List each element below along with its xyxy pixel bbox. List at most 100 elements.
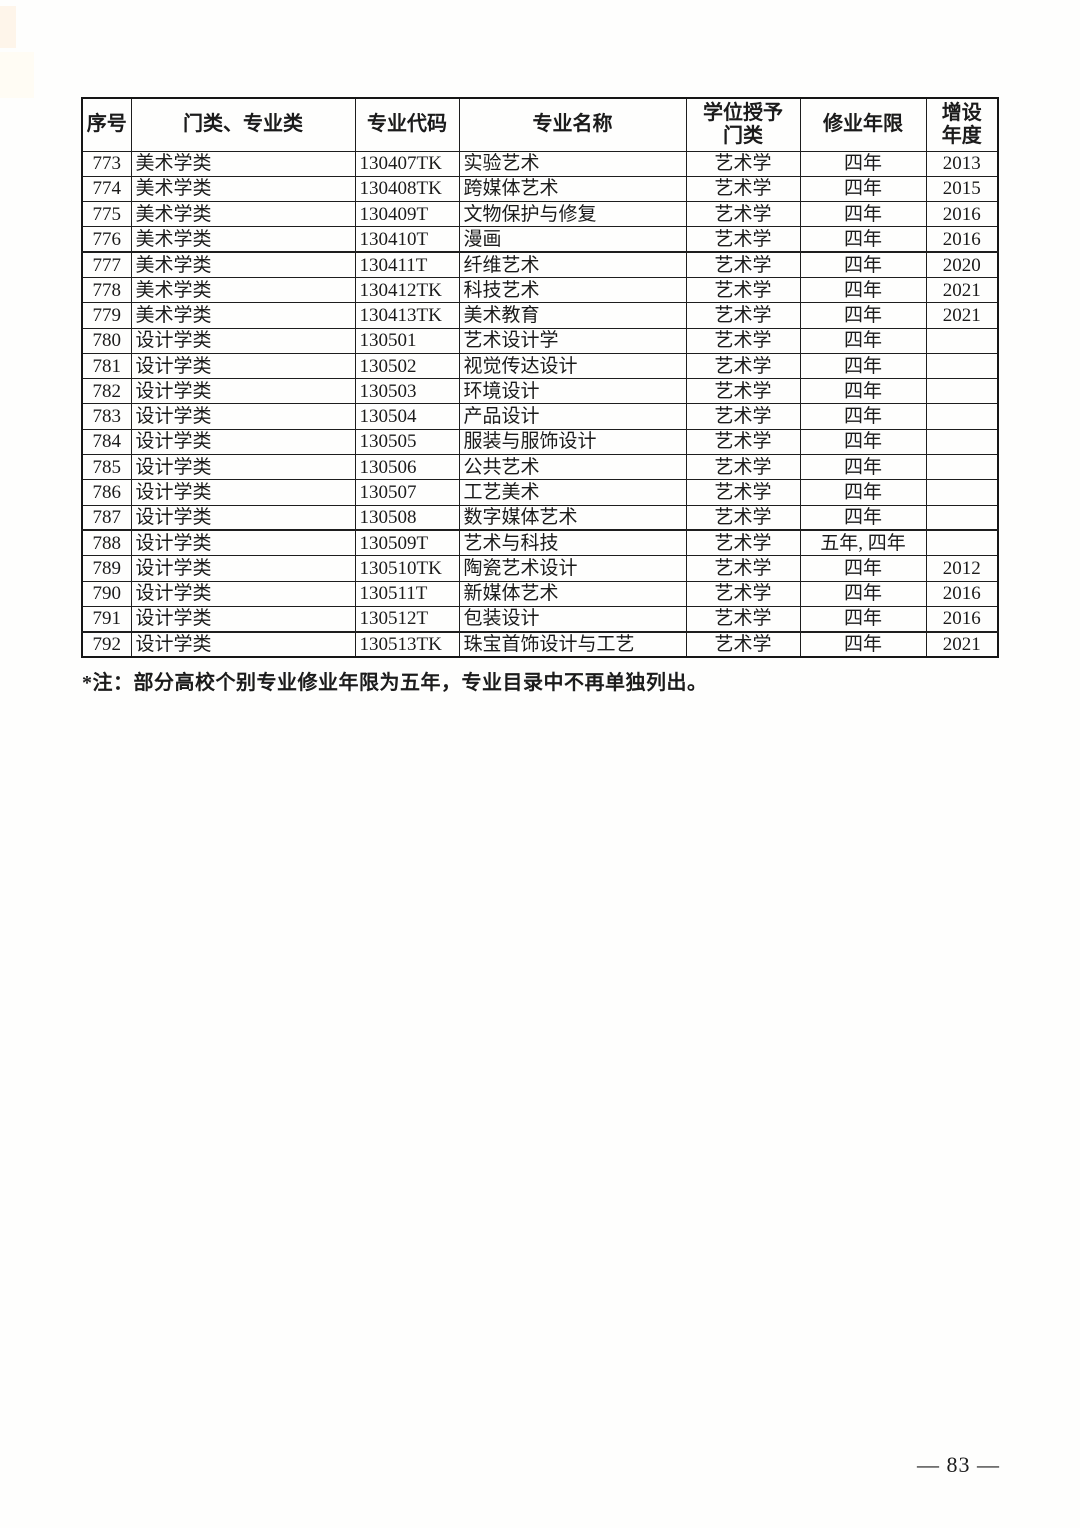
cell-years: 四年: [799, 454, 927, 481]
cell-years: 四年: [799, 605, 927, 633]
cell-name: 纤维艺术: [458, 251, 687, 278]
cell-year: [925, 454, 999, 481]
cell-name: 艺术与科技: [458, 529, 687, 557]
cell-years: 四年: [799, 251, 927, 278]
cell-year: 2021: [925, 302, 999, 329]
table-row: 784 设计学类 130505 服装与服饰设计 艺术学 四年: [81, 428, 999, 456]
cell-years: 四年: [799, 504, 927, 531]
cell-category: 设计学类: [130, 504, 356, 531]
table-row: 781 设计学类 130502 视觉传达设计 艺术学 四年: [81, 352, 999, 380]
cell-code: 130410T: [354, 226, 460, 253]
cell-year: 2021: [925, 630, 999, 658]
table-row: 778 美术学类 130412TK 科技艺术 艺术学 四年 2021: [81, 276, 999, 304]
cell-seq: 774: [81, 175, 132, 203]
cell-degree: 艺术学: [685, 201, 801, 228]
cell-degree: 艺术学: [685, 529, 801, 557]
cell-seq: 792: [81, 630, 132, 658]
cell-code: 130507: [354, 479, 460, 506]
cell-degree: 艺术学: [685, 175, 801, 203]
cell-degree: 艺术学: [685, 580, 801, 607]
table-row: 788 设计学类 130509T 艺术与科技 艺术学 五年, 四年: [81, 529, 999, 557]
cell-years: 四年: [799, 378, 927, 405]
header-line: 增设: [941, 101, 982, 124]
header-line: 序号: [86, 113, 127, 136]
cell-years: 四年: [799, 150, 927, 177]
cell-category: 设计学类: [130, 630, 356, 658]
cell-seq: 775: [81, 201, 132, 228]
header-line: 年度: [941, 124, 982, 147]
cell-year: 2015: [925, 175, 999, 203]
cell-name: 漫画: [458, 226, 687, 253]
cell-category: 美术学类: [130, 251, 356, 278]
cell-code: 130513TK: [354, 630, 460, 658]
table-row: 782 设计学类 130503 环境设计 艺术学 四年: [81, 378, 999, 405]
footnote: *注：部分高校个别专业修业年限为五年，专业目录中不再单独列出。: [82, 672, 708, 694]
cell-code: 130505: [354, 428, 460, 456]
cell-year: 2016: [925, 605, 999, 633]
cell-code: 130413TK: [354, 302, 460, 329]
cell-years: 四年: [799, 403, 927, 430]
cell-category: 设计学类: [130, 327, 356, 354]
major-catalog-table: 序号 门类、专业类 专业代码 专业名称 学位授予 门类 修业年限: [81, 97, 999, 658]
cell-name: 视觉传达设计: [458, 352, 687, 380]
cell-name: 陶瓷艺术设计: [458, 555, 687, 582]
cell-name: 跨媒体艺术: [458, 175, 687, 203]
cell-category: 设计学类: [130, 428, 356, 456]
cell-category: 设计学类: [130, 555, 356, 582]
cell-name: 产品设计: [458, 403, 687, 430]
table-row: 776 美术学类 130410T 漫画 艺术学 四年 2016: [81, 226, 999, 253]
cell-seq: 782: [81, 378, 132, 405]
cell-degree: 艺术学: [685, 226, 801, 253]
cell-years: 四年: [799, 555, 927, 582]
cell-category: 设计学类: [130, 378, 356, 405]
cell-category: 设计学类: [130, 580, 356, 607]
cell-seq: 783: [81, 403, 132, 430]
cell-name: 工艺美术: [458, 479, 687, 506]
cell-year: [925, 504, 999, 531]
cell-year: [925, 529, 999, 557]
header-line: 专业代码: [367, 113, 447, 136]
table-row: 774 美术学类 130408TK 跨媒体艺术 艺术学 四年 2015: [81, 175, 999, 203]
cell-name: 实验艺术: [458, 150, 687, 177]
cell-code: 130503: [354, 378, 460, 405]
scan-artifact: [0, 6, 16, 48]
cell-seq: 773: [81, 150, 132, 177]
cell-category: 美术学类: [130, 302, 356, 329]
cell-year: [925, 352, 999, 380]
cell-years: 四年: [799, 479, 927, 506]
cell-category: 美术学类: [130, 175, 356, 203]
cell-category: 美术学类: [130, 276, 356, 304]
cell-degree: 艺术学: [685, 428, 801, 456]
cell-degree: 艺术学: [685, 276, 801, 304]
cell-code: 130502: [354, 352, 460, 380]
cell-year: [925, 403, 999, 430]
cell-code: 130501: [354, 327, 460, 354]
cell-degree: 艺术学: [685, 327, 801, 354]
cell-years: 四年: [799, 630, 927, 658]
cell-code: 130412TK: [354, 276, 460, 304]
cell-degree: 艺术学: [685, 302, 801, 329]
cell-degree: 艺术学: [685, 555, 801, 582]
cell-seq: 778: [81, 276, 132, 304]
cell-year: 2016: [925, 201, 999, 228]
cell-seq: 784: [81, 428, 132, 456]
cell-year: [925, 428, 999, 456]
cell-degree: 艺术学: [685, 378, 801, 405]
page-number: — 83 —: [917, 1452, 1000, 1477]
cell-year: 2016: [925, 226, 999, 253]
cell-name: 公共艺术: [458, 454, 687, 481]
header-row: 序号 门类、专业类 专业代码 专业名称 学位授予 门类 修业年限: [81, 97, 999, 152]
cell-code: 130408TK: [354, 175, 460, 203]
cell-seq: 779: [81, 302, 132, 329]
cell-name: 艺术设计学: [458, 327, 687, 354]
table-row: 789 设计学类 130510TK 陶瓷艺术设计 艺术学 四年 2012: [81, 555, 999, 582]
cell-seq: 789: [81, 555, 132, 582]
cell-seq: 788: [81, 529, 132, 557]
cell-category: 设计学类: [130, 479, 356, 506]
header-line: 门类: [723, 124, 763, 147]
cell-category: 美术学类: [130, 150, 356, 177]
cell-seq: 786: [81, 479, 132, 506]
table-row: 780 设计学类 130501 艺术设计学 艺术学 四年: [81, 327, 999, 354]
header-line: 门类、专业类: [183, 113, 303, 136]
cell-category: 设计学类: [130, 454, 356, 481]
